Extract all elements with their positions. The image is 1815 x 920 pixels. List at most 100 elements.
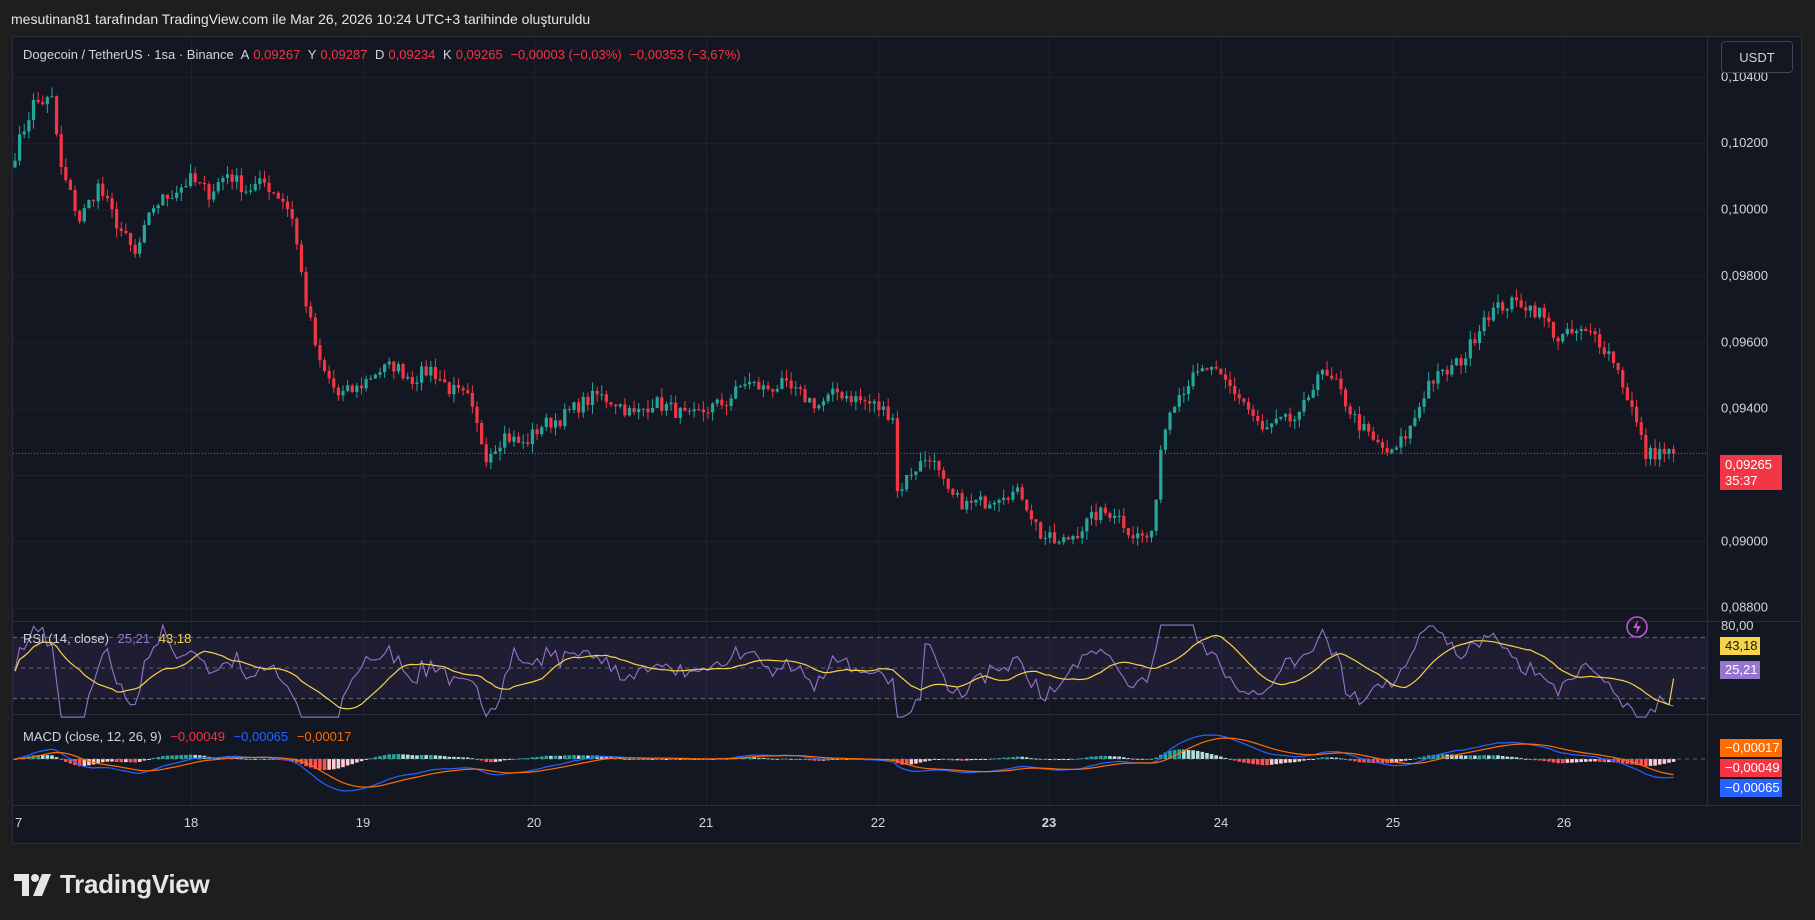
macd-histogram-bar — [526, 758, 530, 760]
rsi-legend[interactable]: RSI (14, close) 25,21 43,18 — [23, 631, 196, 646]
macd-signal-value: −0,00017 — [296, 729, 352, 744]
macd-histogram-bar — [433, 755, 438, 759]
candle-body — [1431, 380, 1435, 384]
candle-body — [678, 407, 682, 419]
macd-histogram-bar — [308, 759, 313, 768]
candle-body — [660, 397, 664, 411]
candle-body — [516, 436, 521, 443]
candle-body — [1491, 307, 1495, 321]
macd-histogram-bar — [429, 754, 433, 759]
candle-body — [1598, 334, 1602, 348]
candle-body — [1191, 372, 1195, 387]
lightning-icon[interactable] — [1625, 615, 1649, 639]
candle-body — [244, 191, 248, 193]
macd-histogram-bar — [359, 759, 364, 762]
candle-body — [327, 370, 331, 379]
low-value: 0,09234 — [388, 47, 436, 62]
candle-body — [1043, 537, 1047, 539]
macd-histogram-bar — [1043, 759, 1048, 760]
candle-body — [378, 372, 382, 375]
macd-histogram-bar — [1140, 758, 1145, 760]
candle-body — [36, 99, 40, 103]
candle-body — [285, 201, 290, 210]
macd-histogram-value: −0,00049 — [170, 729, 225, 744]
macd-line-value: −0,00065 — [233, 729, 289, 744]
candle-body — [1159, 449, 1163, 500]
candle-body — [1450, 365, 1454, 375]
macd-histogram-bar — [1376, 759, 1380, 764]
macd-histogram-bar — [789, 758, 793, 760]
candle-body — [96, 183, 100, 202]
candle-body — [632, 407, 636, 413]
candle-body — [433, 366, 438, 380]
candle-body — [914, 471, 918, 475]
candle-body — [577, 402, 581, 413]
macd-histogram-bar — [336, 759, 341, 769]
candle-body — [891, 418, 895, 420]
candle-body — [1588, 330, 1593, 332]
candle-body — [775, 389, 779, 392]
macd-histogram-bar — [382, 755, 387, 759]
candle-body — [1602, 347, 1606, 355]
macd-histogram-bar — [1015, 756, 1020, 759]
candle-body — [1154, 499, 1158, 531]
candle-body — [281, 198, 285, 202]
candle-body — [600, 394, 604, 396]
macd-histogram-bar — [562, 755, 567, 759]
candle-body — [18, 134, 22, 161]
macd-histogram-bar — [40, 755, 45, 759]
candle-body — [1413, 417, 1417, 426]
macd-histogram-bar — [581, 755, 586, 759]
candle-body — [461, 387, 465, 391]
candle-body — [761, 385, 766, 390]
candle-body — [881, 406, 886, 410]
time-tick-label: 22 — [871, 815, 885, 830]
macd-histogram-bar — [678, 759, 683, 760]
candle-body — [429, 366, 433, 376]
chart-panel[interactable]: 7 18 19 20 21 22 23 24 25 26 0,10400 0,10200 0,10000… — [12, 36, 1802, 844]
macd-histogram-bar — [1574, 759, 1579, 763]
candle-body — [1514, 297, 1519, 301]
candle-body — [507, 433, 511, 442]
macd-histogram-bar — [1112, 756, 1117, 759]
current-price-value: 0,09265 — [1725, 457, 1772, 472]
macd-histogram-bar — [923, 759, 927, 762]
candle-body — [1343, 389, 1348, 407]
candle-body — [142, 224, 146, 243]
candle-body — [845, 396, 849, 399]
candle-body — [1473, 339, 1477, 344]
macd-histogram-bar — [456, 757, 461, 759]
candle-body — [175, 192, 179, 199]
candle-body — [1404, 436, 1408, 439]
macd-histogram-bar — [447, 756, 452, 759]
candle-body — [1510, 297, 1514, 310]
chart-canvas[interactable]: 7 18 19 20 21 22 23 24 25 260,104000,102000,10000… — [13, 37, 1802, 844]
candle-body — [313, 317, 317, 346]
candle-body — [849, 396, 853, 403]
candle-body — [493, 451, 498, 454]
candle-body — [720, 399, 724, 406]
candle-body — [119, 228, 123, 231]
candle-body — [835, 388, 839, 393]
macd-legend[interactable]: MACD (close, 12, 26, 9) −0,00049 −0,0006… — [23, 729, 356, 744]
macd-histogram-bar — [1602, 759, 1607, 763]
macd-histogram-bar — [156, 756, 161, 759]
symbol-name[interactable]: Dogecoin / TetherUS · 1sa · Binance — [23, 47, 234, 62]
candle-body — [225, 174, 230, 178]
macd-histogram-bar — [655, 758, 659, 760]
candle-body — [738, 386, 742, 388]
macd-histogram-bar — [137, 759, 142, 762]
macd-histogram-bar — [424, 755, 428, 759]
candle-body — [188, 173, 193, 187]
macd-histogram-bar — [405, 754, 410, 759]
candle-body — [1367, 423, 1371, 432]
candle-body — [553, 420, 558, 428]
macd-histogram-bar — [918, 759, 923, 763]
macd-histogram-bar — [392, 754, 396, 759]
tradingview-logo[interactable]: TradingView — [14, 869, 210, 900]
macd-histogram-bar — [1154, 757, 1158, 759]
macd-histogram-bar — [992, 758, 997, 760]
candle-body — [1459, 358, 1463, 366]
macd-histogram-bar — [660, 759, 664, 760]
currency-button[interactable]: USDT — [1721, 41, 1793, 73]
